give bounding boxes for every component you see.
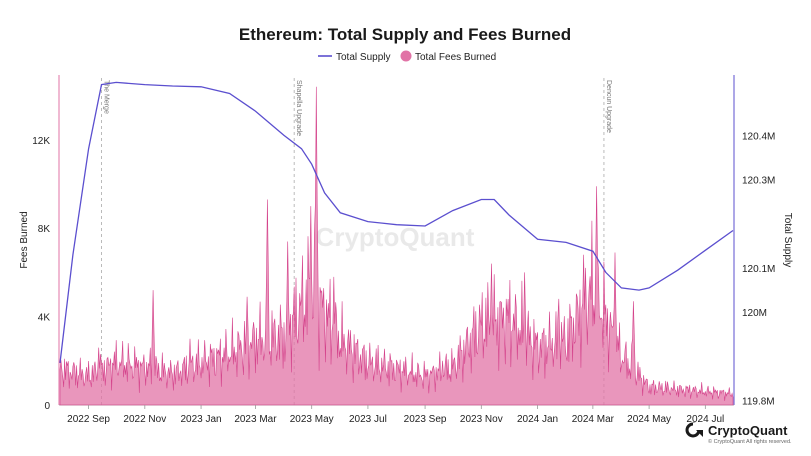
brand-copyright: © CryptoQuant All rights reserved.	[708, 438, 792, 445]
legend-supply-label: Total Supply	[336, 52, 390, 63]
x-tick-label: 2024 Jul	[686, 414, 724, 425]
y-left-tick-label: 0	[44, 401, 50, 412]
y-right-tick-label: 120.3M	[742, 176, 775, 187]
brand-name: CryptoQuant	[708, 423, 788, 438]
y-axis-left-title: Fees Burned	[19, 211, 30, 268]
y-right-tick-label: 120.4M	[742, 131, 775, 142]
x-tick-label: 2024 Mar	[572, 414, 615, 425]
x-tick-label: 2023 Jul	[349, 414, 387, 425]
cryptoquant-logo-icon	[685, 422, 703, 438]
fees-area-series	[59, 86, 734, 406]
x-tick-label: 2024 May	[627, 414, 671, 425]
event-label: Dencun Upgrade	[605, 80, 612, 133]
x-tick-label: 2023 Sep	[404, 414, 447, 425]
watermark: CryptoQuant	[316, 222, 475, 252]
y-axis-right-title: Total Supply	[782, 213, 793, 267]
y-axis-left-ticks: 0 4K 8K 12K	[32, 136, 50, 412]
brand: CryptoQuant © CryptoQuant All rights res…	[685, 422, 792, 445]
y-right-tick-label: 120M	[742, 308, 767, 319]
y-left-tick-label: 8K	[38, 224, 51, 235]
x-tick-label: 2022 Sep	[67, 414, 110, 425]
x-tick-label: 2023 May	[290, 414, 334, 425]
chart-title: Ethereum: Total Supply and Fees Burned	[239, 25, 571, 44]
y-left-tick-label: 4K	[38, 313, 51, 324]
legend: Total Supply Total Fees Burned	[318, 50, 496, 63]
x-tick-label: 2024 Jan	[517, 414, 558, 425]
y-axis-right-ticks: 119.8M 120M 120.1M 120.3M 120.4M	[742, 131, 775, 407]
x-tick-label: 2023 Nov	[460, 414, 503, 425]
legend-fees-swatch	[400, 50, 412, 62]
event-label: The Merge	[102, 80, 109, 114]
y-right-tick-label: 119.8M	[742, 397, 775, 408]
y-right-tick-label: 120.1M	[742, 264, 775, 275]
x-tick-label: 2023 Jan	[180, 414, 221, 425]
x-tick-label: 2023 Mar	[234, 414, 277, 425]
y-left-tick-label: 12K	[32, 136, 50, 147]
x-tick-label: 2022 Nov	[123, 414, 166, 425]
x-axis-ticks: 2022 Sep 2022 Nov 2023 Jan 2023 Mar 2023 May…	[67, 405, 724, 425]
event-label: Shapella Upgrade	[295, 80, 302, 136]
supply-line-series	[59, 81, 734, 364]
legend-fees-label: Total Fees Burned	[415, 52, 496, 63]
